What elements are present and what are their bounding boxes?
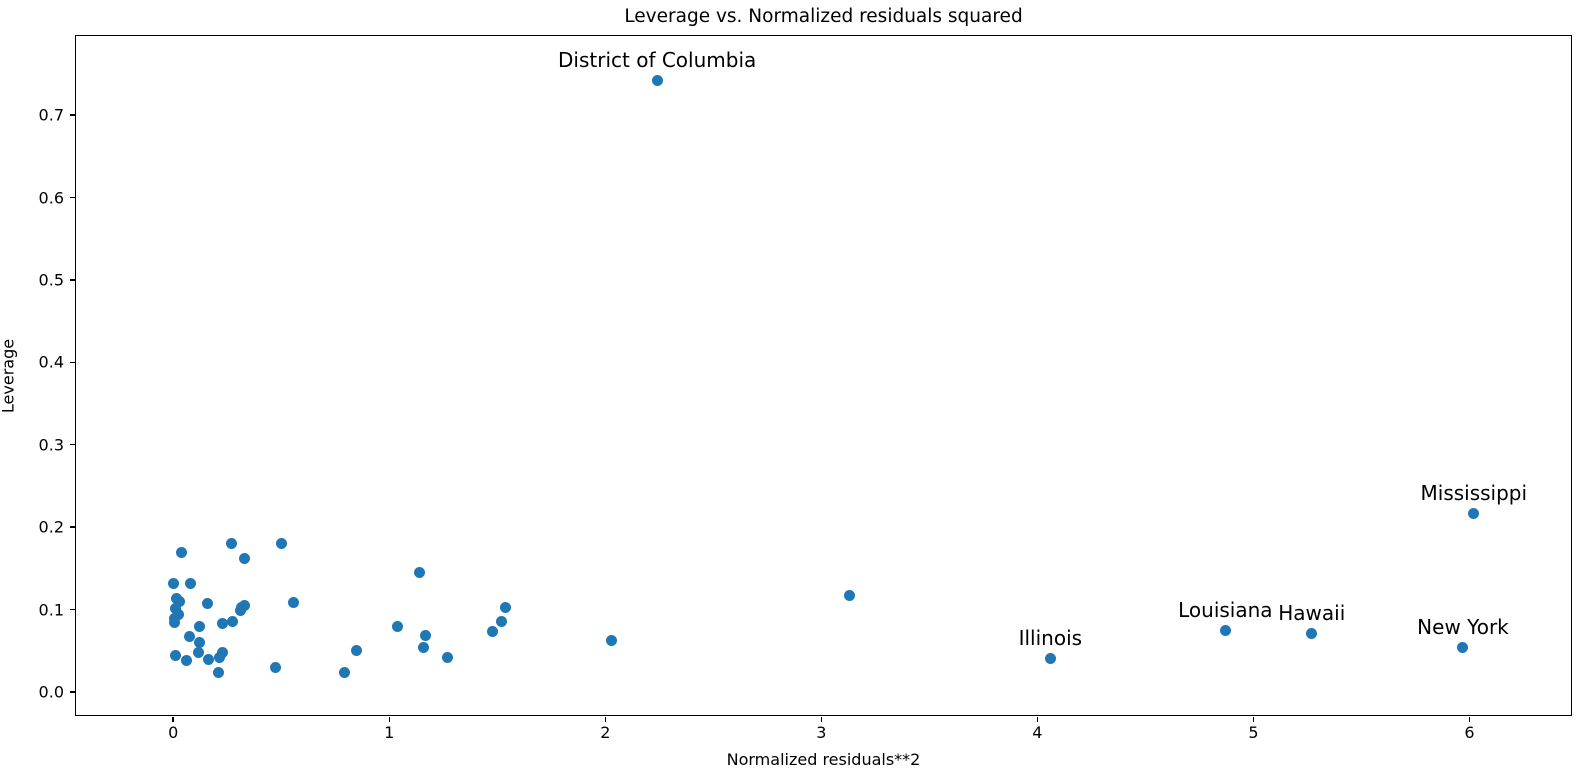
- scatter-point: [1306, 627, 1318, 639]
- scatter-point: [487, 626, 499, 638]
- y-tick-mark: [69, 443, 75, 446]
- scatter-point: [185, 578, 196, 590]
- point-annotation: Illinois: [1018, 626, 1083, 651]
- y-tick-mark: [69, 526, 75, 528]
- y-tick-label: 0.7: [38, 105, 64, 125]
- point-annotation: District of Columbia: [558, 48, 757, 73]
- y-tick-mark: [69, 361, 75, 364]
- y-tick-label: 0.4: [38, 352, 64, 372]
- x-tick-mark: [172, 716, 174, 722]
- scatter-point: [239, 552, 250, 564]
- scatter-point: [339, 666, 351, 678]
- scatter-point: [351, 645, 363, 657]
- x-tick-label: 5: [1248, 723, 1259, 742]
- scatter-point: [193, 621, 205, 633]
- y-tick-mark: [69, 196, 75, 199]
- scatter-point: [418, 641, 430, 653]
- y-tick-mark: [69, 114, 75, 116]
- point-annotation: Louisiana: [1178, 598, 1273, 623]
- chart-title: Leverage vs. Normalized residuals square…: [624, 6, 1023, 27]
- scatter-point: [442, 651, 454, 663]
- scatter-point: [171, 593, 183, 605]
- scatter-point: [169, 603, 181, 615]
- scatter-point: [651, 74, 663, 86]
- scatter-point: [270, 661, 282, 673]
- y-tick-mark: [69, 691, 75, 693]
- scatter-point: [183, 631, 195, 643]
- y-axis-label: Leverage: [0, 338, 18, 414]
- x-tick-mark: [1036, 716, 1039, 722]
- x-tick-mark: [1252, 716, 1255, 722]
- y-tick-label: 0.3: [38, 435, 64, 455]
- x-tick-mark: [388, 716, 390, 722]
- scatter-point: [275, 538, 287, 550]
- y-tick-mark: [69, 279, 75, 281]
- scatter-point: [170, 650, 182, 662]
- scatter-point: [496, 616, 508, 628]
- scatter-point: [392, 621, 404, 633]
- scatter-point: [1044, 652, 1056, 664]
- scatter-point: [213, 666, 225, 678]
- x-tick-label: 0: [168, 723, 179, 742]
- y-tick-label: 0.0: [38, 682, 64, 702]
- scatter-point: [287, 597, 299, 609]
- scatter-point: [180, 655, 192, 667]
- x-axis-label: Normalized residuals**2: [726, 750, 921, 769]
- x-tick-label: 6: [1464, 723, 1475, 742]
- scatter-point: [1468, 507, 1480, 519]
- scatter-point: [226, 538, 238, 550]
- x-tick-label: 4: [1032, 723, 1043, 742]
- x-tick-mark: [604, 716, 607, 722]
- scatter-point: [227, 615, 239, 627]
- x-tick-mark: [820, 716, 823, 722]
- scatter-point: [167, 578, 179, 590]
- plot-area: 0 1 2 3 4 5 6 0.0 0.1 0.2 0.3 0.4 0.5 0.6 0.7 District …: [39, 35, 1572, 742]
- scatter-point: [168, 617, 180, 629]
- y-tick-mark: [69, 608, 75, 611]
- y-tick-label: 0.6: [38, 188, 64, 207]
- scatter-point: [193, 636, 205, 648]
- scatter-point: [414, 566, 425, 578]
- scatter-point: [606, 635, 618, 647]
- point-annotation: New York: [1417, 615, 1509, 640]
- y-tick-label: 0.1: [38, 600, 64, 620]
- scatter-point: [217, 618, 229, 630]
- scatter-point: [500, 602, 512, 614]
- x-tick-label: 2: [600, 723, 611, 742]
- x-tick-label: 1: [384, 723, 395, 742]
- scatter-point: [217, 646, 229, 658]
- scatter-point: [420, 629, 432, 641]
- scatter-point: [1457, 641, 1469, 653]
- scatter-point: [192, 646, 204, 658]
- y-tick-label: 0.2: [38, 517, 64, 537]
- point-annotation: Mississippi: [1420, 481, 1528, 506]
- scatter-point: [843, 590, 855, 602]
- scatter-point: [234, 604, 246, 616]
- point-annotation: Hawaii: [1278, 601, 1346, 626]
- scatter-point: [176, 547, 188, 559]
- x-tick-mark: [1468, 716, 1471, 722]
- scatter-point: [1219, 624, 1231, 636]
- y-tick-label: 0.5: [38, 270, 64, 290]
- scatter-point: [203, 654, 215, 666]
- x-tick-label: 3: [816, 723, 827, 742]
- scatter-point: [202, 598, 214, 610]
